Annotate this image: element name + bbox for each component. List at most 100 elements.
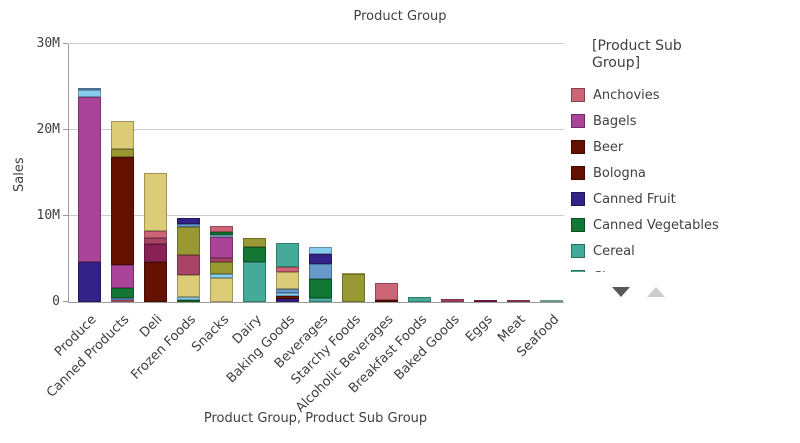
legend-label: Cereal [593,243,635,259]
bar-segment-wine[interactable] [474,299,497,302]
bar-segment-indigo[interactable] [309,254,332,265]
bar-segment-khaki[interactable] [342,272,365,275]
y-tick-mark [63,301,68,302]
y-tick-mark [63,215,68,216]
bar-eggs[interactable] [474,299,497,302]
bar-segment-darkrose[interactable] [210,258,233,262]
legend-item-anchovies[interactable]: Anchovies [571,82,660,108]
bar-segment-green[interactable] [210,232,233,235]
bar-segment-lightblue[interactable] [210,234,233,237]
bar-segment-blue[interactable] [78,87,101,91]
bar-segment-magenta[interactable] [210,236,233,259]
legend-item-bagels[interactable]: Bagels [571,108,637,134]
bar-segment-darkred[interactable] [276,296,299,299]
bar-segment-wine[interactable] [144,244,167,262]
bar-segment-rose[interactable] [375,283,398,301]
bar-segment-olive[interactable] [210,261,233,274]
bar-segment-teal[interactable] [276,242,299,267]
bar-beverages[interactable] [309,247,332,302]
x-category-label-eggs[interactable]: Eggs [462,312,496,346]
legend-item-cereal[interactable]: Cereal [571,238,635,264]
bar-segment-indigo[interactable] [177,217,200,224]
legend-swatch [571,166,585,180]
bar-breakfast-foods[interactable] [408,297,431,302]
bar-segment-khaki[interactable] [111,120,134,149]
bar-produce[interactable] [78,87,101,302]
bar-segment-rose[interactable] [276,266,299,272]
bar-segment-teal[interactable] [309,298,332,302]
bar-baking-goods[interactable] [276,242,299,302]
bar-segment-blue[interactable] [111,297,134,300]
legend-item-canned-fruit[interactable]: Canned Fruit [571,186,676,212]
legend-swatch [571,270,585,272]
bar-segment-magenta[interactable] [111,265,134,289]
bar-segment-olive[interactable] [111,148,134,157]
bar-segment-indigo[interactable] [276,299,299,302]
bar-segment-khaki[interactable] [210,277,233,302]
bar-segment-olive[interactable] [243,237,266,247]
bar-frozen-foods[interactable] [177,217,200,302]
y-tick-label-0: 0 [52,294,60,309]
bar-seafood[interactable] [540,300,563,302]
bar-segment-rose[interactable] [144,230,167,238]
bar-deli[interactable] [144,173,167,302]
bar-segment-darkrose[interactable] [144,237,167,245]
bar-segment-darkrose[interactable] [177,254,200,276]
bar-segment-khaki[interactable] [177,275,200,297]
y-tick-label-20M: 20M [36,122,60,137]
bar-starchy-foods[interactable] [342,272,365,302]
bar-meat[interactable] [507,300,530,302]
bar-baked-goods[interactable] [441,298,464,302]
bar-segment-lightblue[interactable] [177,296,200,300]
bar-segment-paleteal[interactable] [540,300,563,302]
legend-swatch [571,140,585,154]
legend-item-cheese[interactable]: Cheese [571,264,641,272]
bar-segment-darkred[interactable] [144,261,167,302]
bar-segment-green[interactable] [177,299,200,302]
bar-segment-green[interactable] [243,246,266,262]
gridline-10M [69,215,564,216]
bar-segment-khaki[interactable] [276,271,299,290]
bar-segment-lightblue[interactable] [309,247,332,255]
bar-segment-darkred[interactable] [375,300,398,302]
legend-swatch [571,192,585,206]
y-axis-label: Sales [12,157,27,192]
legend-label: Canned Fruit [593,191,676,207]
legend-item-bologna[interactable]: Bologna [571,160,646,186]
bar-segment-blue[interactable] [177,223,200,228]
legend-item-beer[interactable]: Beer [571,134,623,160]
bar-segment-olive[interactable] [177,227,200,255]
legend-label: Cheese [593,270,641,273]
bar-segment-lightblue[interactable] [210,273,233,278]
bar-segment-indigo[interactable] [78,261,101,302]
bar-segment-teal[interactable] [408,297,431,302]
bar-segment-darkrose[interactable] [441,298,464,302]
x-axis-title: Product Group, Product Sub Group [203,411,428,426]
bar-segment-magenta[interactable] [78,97,101,262]
legend-item-canned-vegetables[interactable]: Canned Vegetables [571,212,719,238]
bar-segment-lightblue[interactable] [276,293,299,296]
bar-alcoholic-beverages[interactable] [375,283,398,302]
legend-label: Anchovies [593,87,660,103]
bar-segment-lightblue[interactable] [78,90,101,98]
bar-segment-blue[interactable] [309,264,332,280]
legend-scroll-up-icon[interactable] [647,287,665,297]
x-category-label-deli[interactable]: Deli [137,312,166,341]
bar-snacks[interactable] [210,226,233,302]
bar-segment-blue[interactable] [276,289,299,293]
bar-segment-darkrose[interactable] [507,300,530,302]
bar-segment-darkred[interactable] [111,156,134,266]
legend-scroll-down-icon[interactable] [612,287,630,297]
gridline-30M [69,43,564,44]
bar-segment-green[interactable] [309,279,332,299]
bar-segment-olive[interactable] [342,274,365,302]
legend-label: Beer [593,139,624,155]
bar-canned-products[interactable] [111,120,134,302]
bar-segment-rose[interactable] [111,299,134,302]
bar-segment-teal[interactable] [243,261,266,302]
bar-segment-khaki[interactable] [144,173,167,231]
bar-segment-rose[interactable] [210,226,233,233]
bar-segment-green[interactable] [111,288,134,298]
bar-dairy[interactable] [243,237,266,302]
